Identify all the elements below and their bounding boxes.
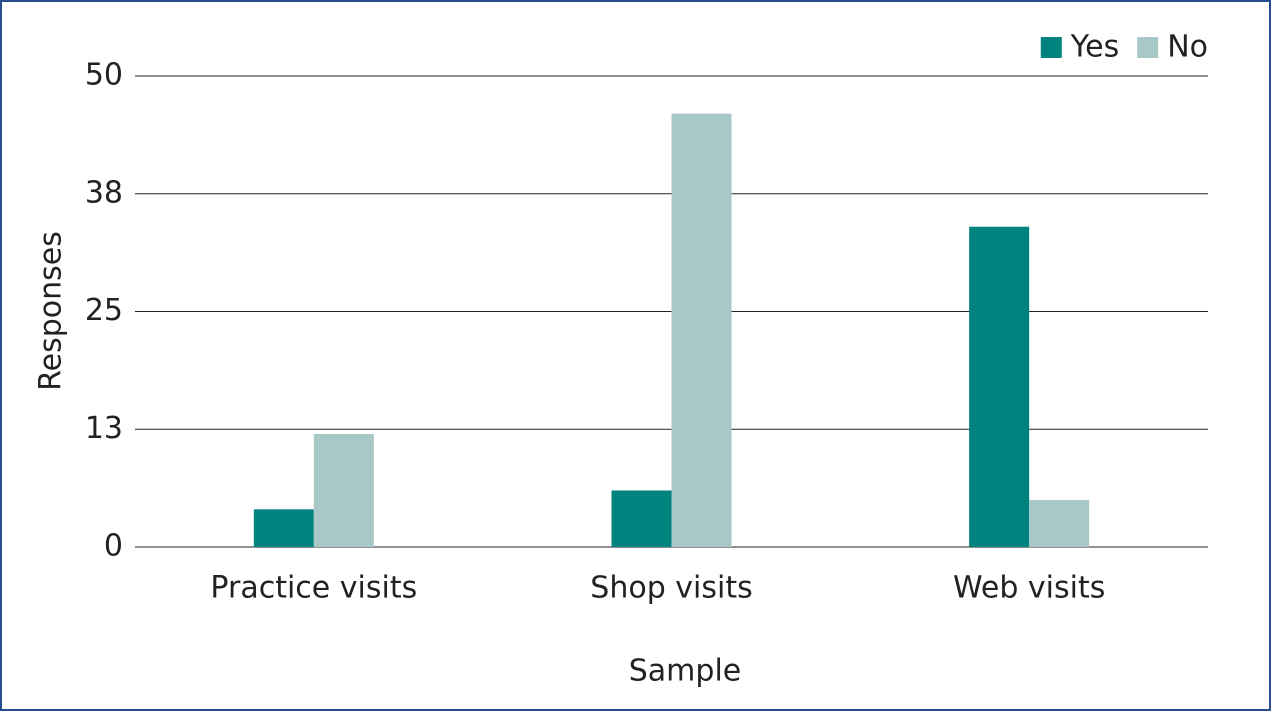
legend-label: Yes bbox=[1070, 30, 1119, 65]
y-tick-label: 13 bbox=[85, 411, 123, 446]
x-axis-label: Sample bbox=[629, 654, 742, 689]
x-tick-label: Shop visits bbox=[590, 571, 752, 606]
y-tick-label: 50 bbox=[85, 58, 123, 93]
bar bbox=[313, 433, 374, 547]
legend-label: No bbox=[1167, 30, 1208, 65]
bar bbox=[253, 509, 314, 547]
legend-swatch bbox=[1137, 37, 1159, 58]
y-tick-label: 0 bbox=[104, 529, 123, 564]
bar bbox=[611, 490, 672, 547]
x-tick-label: Practice visits bbox=[210, 571, 417, 606]
y-tick-label: 25 bbox=[85, 293, 123, 328]
y-tick-label: 38 bbox=[85, 175, 123, 210]
y-axis-label: Responses bbox=[34, 231, 69, 391]
bar bbox=[671, 113, 732, 548]
x-tick-label: Web visits bbox=[953, 571, 1105, 606]
legend-swatch bbox=[1040, 37, 1062, 58]
bar bbox=[969, 226, 1030, 547]
bar bbox=[1029, 499, 1090, 547]
